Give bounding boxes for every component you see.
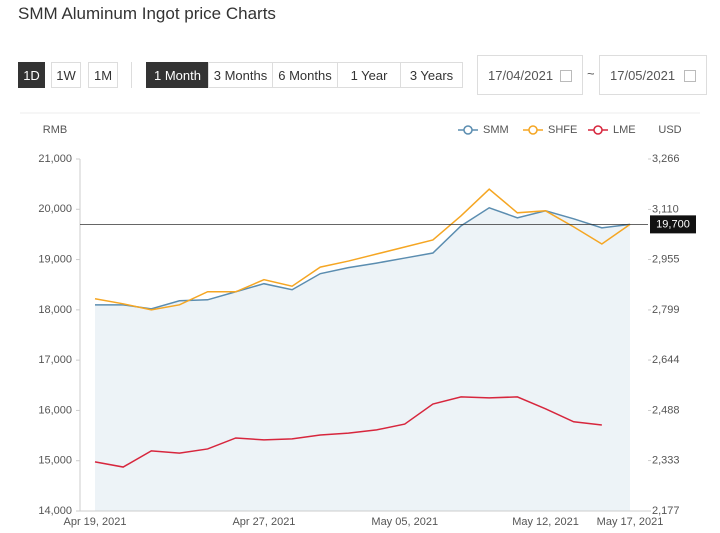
- calendar-icon: [560, 70, 572, 82]
- series-line: [95, 206, 631, 310]
- y2-tick-label: 2,488: [652, 404, 680, 416]
- x-tick-label: Apr 19, 2021: [64, 516, 127, 528]
- x-tick-label: May 05, 2021: [371, 516, 438, 528]
- y-tick-label: 20,000: [38, 203, 72, 215]
- y-tick-label: 17,000: [38, 354, 72, 366]
- series-line: [94, 396, 602, 468]
- y-axis-label: RMB: [43, 124, 67, 136]
- legend-marker: [528, 125, 538, 135]
- end-date[interactable]: 17/05/2021: [599, 55, 707, 95]
- y2-tick-label: 2,799: [652, 304, 680, 316]
- range-separator: ~: [587, 66, 595, 81]
- y2-tick-label: 3,266: [652, 153, 680, 165]
- legend-label: SHFE: [548, 124, 577, 136]
- y2-tick-label: 2,333: [652, 454, 680, 466]
- legend-label: LME: [613, 124, 636, 136]
- y2-tick-label: 2,177: [652, 505, 680, 517]
- y2-tick-label: 3,110: [652, 203, 679, 215]
- marker-box: [650, 215, 696, 234]
- y-tick-label: 18,000: [38, 304, 72, 316]
- y2-tick-label: 2,644: [652, 354, 680, 366]
- x-tick-label: Apr 27, 2021: [232, 516, 295, 528]
- toggle-button[interactable]: 3 Years: [400, 62, 463, 88]
- toggle-button[interactable]: 1W: [51, 62, 81, 88]
- toggle-button[interactable]: 1M: [88, 62, 118, 88]
- y-tick-label: 15,000: [38, 455, 72, 467]
- y-tick-label: 14,000: [38, 505, 72, 517]
- start-date-text: 17/04/2021: [488, 68, 554, 83]
- y-tick-label: 16,000: [38, 404, 72, 416]
- y2-axis-label: USD: [658, 124, 681, 136]
- toggle-button[interactable]: 1D: [18, 62, 45, 88]
- toggle-button[interactable]: 3 Months: [208, 62, 273, 88]
- legend-marker: [593, 125, 603, 135]
- x-tick-label: May 12, 2021: [512, 516, 579, 528]
- series-line: [94, 188, 631, 311]
- x-tick-label: May 17, 2021: [597, 516, 664, 528]
- toggle-button[interactable]: 1 Month: [146, 62, 209, 88]
- toggle-button[interactable]: 1 Year: [337, 62, 401, 88]
- y2-tick-label: 2,955: [652, 253, 680, 265]
- marker-label: 19,700: [656, 218, 690, 230]
- legend-label: SMM: [483, 124, 509, 136]
- divider: [131, 62, 132, 88]
- end-date-text: 17/05/2021: [610, 68, 676, 83]
- y-tick-label: 19,000: [38, 253, 72, 265]
- y-tick-label: 21,000: [38, 153, 72, 165]
- start-date[interactable]: 17/04/2021: [477, 55, 583, 95]
- legend-marker: [463, 125, 473, 135]
- calendar-icon: [684, 70, 696, 82]
- area: [95, 207, 630, 511]
- toggle-button[interactable]: 6 Months: [272, 62, 338, 88]
- page-title: SMM Aluminum Ingot price Charts: [18, 4, 276, 23]
